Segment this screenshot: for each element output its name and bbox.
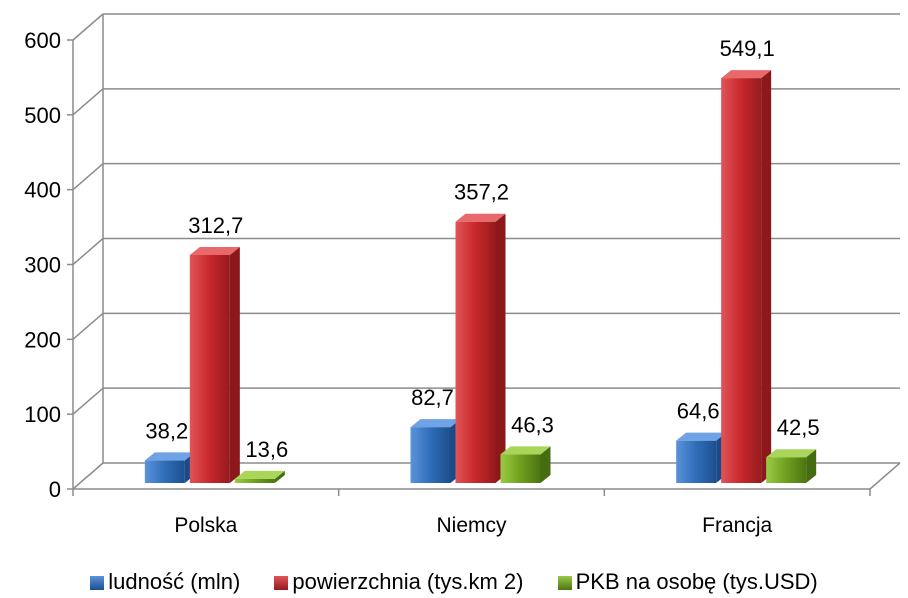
bar-front — [144, 460, 185, 483]
gridline-depth — [72, 237, 104, 266]
data-label: 38,2 — [145, 418, 188, 443]
bar-front — [766, 457, 807, 483]
bar — [721, 70, 772, 484]
bar-front — [234, 478, 275, 483]
x-tick-label: Niemcy — [436, 514, 507, 537]
data-label: 357,2 — [454, 180, 509, 205]
bar — [500, 446, 551, 483]
data-label: 312,7 — [188, 213, 243, 238]
bar-front — [721, 78, 762, 484]
bar-chart-3d: 0 100 200 300 400 500 600 Polska Niemcy Francja 3… — [24, 13, 901, 537]
floor-edge — [869, 462, 901, 490]
bar-front — [500, 454, 541, 483]
bar-top — [455, 213, 506, 222]
legend-item-pkb: PKB na osobę (tys.USD) — [557, 569, 818, 595]
bar-top — [500, 446, 551, 455]
bar-top — [234, 470, 285, 479]
legend-label: ludność (mln) — [108, 569, 241, 595]
x-tick-label: Polska — [174, 514, 237, 537]
legend-swatch-blue — [90, 576, 105, 591]
data-label: 46,3 — [511, 412, 554, 437]
bar-top — [676, 432, 727, 441]
data-label: 549,1 — [720, 36, 775, 61]
bar-side — [540, 446, 551, 483]
bar-side — [229, 246, 240, 483]
y-tick-label: 600 — [24, 28, 61, 53]
y-tick-label: 200 — [24, 327, 61, 352]
legend-swatch-green — [557, 576, 572, 591]
y-tick-label: 400 — [24, 178, 61, 203]
bar-side — [806, 449, 817, 483]
data-labels: 38,2 312,7 13,6 82,7 357,2 46,3 64,6 549,1 42,5 — [145, 36, 819, 462]
legend-item-powierzchnia: powierzchnia (tys.km 2) — [274, 569, 524, 595]
gridline-depth — [72, 13, 104, 41]
bar-top — [189, 246, 240, 255]
y-tick-label: 100 — [24, 402, 61, 427]
bar-front — [455, 221, 496, 484]
bar-top — [144, 452, 195, 461]
bar-top — [766, 449, 817, 458]
legend: ludność (mln) powierzchnia (tys.km 2) PK… — [0, 568, 908, 595]
gridline-depth — [72, 462, 104, 490]
legend-label: PKB na osobę (tys.USD) — [575, 569, 818, 595]
bar-side — [761, 70, 772, 484]
bar-front — [189, 254, 230, 483]
gridline-depth — [72, 163, 104, 191]
gridline-depth — [72, 312, 104, 340]
data-label: 13,6 — [245, 437, 288, 462]
x-tick-label: Francja — [702, 514, 772, 537]
axes: 0 100 200 300 400 500 600 Polska Niemcy Francja — [24, 28, 901, 537]
legend-label: powierzchnia (tys.km 2) — [292, 569, 524, 595]
bars — [144, 70, 817, 484]
bar — [144, 452, 195, 483]
bar-top — [721, 70, 772, 79]
bar — [455, 213, 506, 484]
bar — [189, 246, 240, 483]
bar-front — [676, 440, 717, 483]
gridline-depth — [72, 387, 104, 415]
bar — [766, 449, 817, 483]
bar-top — [410, 419, 461, 428]
data-label: 42,5 — [777, 415, 820, 440]
bar — [234, 470, 285, 483]
legend-item-ludnosc: ludność (mln) — [90, 569, 240, 595]
bar-side — [274, 470, 285, 483]
data-label: 82,7 — [411, 385, 454, 410]
bar-front — [410, 427, 451, 483]
legend-swatch-red — [274, 576, 289, 591]
bar-side — [495, 213, 506, 484]
bar — [676, 432, 727, 483]
data-label: 64,6 — [677, 399, 720, 424]
y-tick-label: 300 — [24, 253, 61, 278]
y-tick-label: 500 — [24, 103, 61, 128]
gridline-depth — [72, 88, 104, 116]
y-tick-label: 0 — [49, 477, 61, 502]
bar — [410, 419, 461, 483]
